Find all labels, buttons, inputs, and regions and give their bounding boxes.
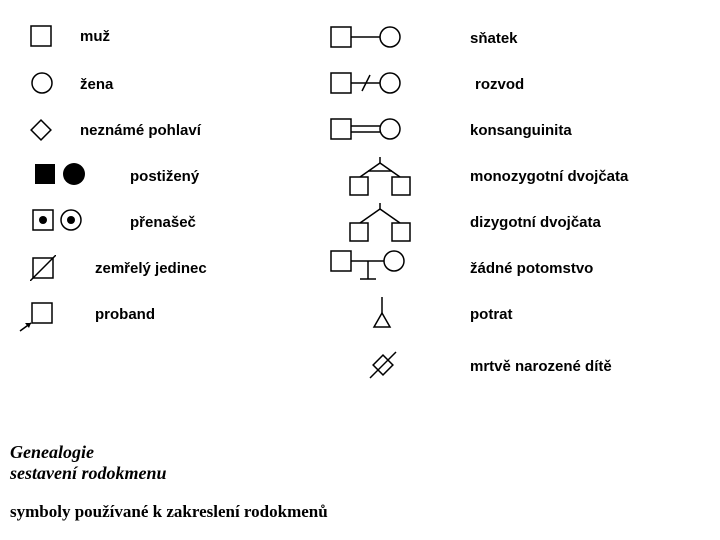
circle-dot-icon [60, 209, 82, 231]
label-unknown: neznámé pohlaví [80, 122, 201, 139]
footer-title: Genealogie sestavení rodokmenu [10, 442, 167, 485]
filled-square-icon [35, 164, 55, 184]
label-proband: proband [95, 306, 155, 323]
label-marriage: sňatek [470, 30, 518, 47]
label-monozygotic: monozygotní dvojčata [470, 168, 628, 185]
row-affected [35, 163, 85, 185]
row-female [30, 71, 54, 95]
footer-title-line2: sestavení rodokmenu [10, 463, 167, 483]
row-dizygotic [340, 201, 420, 243]
label-dizygotic: dizygotní dvojčata [470, 214, 601, 231]
divorce-icon [330, 71, 402, 95]
row-divorce [330, 71, 402, 95]
row-carrier [32, 209, 82, 231]
dizygotic-twins-icon [340, 201, 420, 243]
row-deceased [30, 255, 56, 281]
label-no-offspring: žádné potomstvo [470, 260, 593, 277]
label-male: muž [80, 28, 110, 45]
monozygotic-twins-icon [340, 155, 420, 197]
label-affected: postižený [130, 168, 199, 185]
stillborn-icon [368, 350, 398, 380]
abortion-icon [370, 297, 394, 331]
circle-icon [30, 71, 54, 95]
row-marriage [330, 25, 402, 49]
row-abortion [370, 297, 394, 331]
row-monozygotic [340, 155, 420, 197]
consanguinity-icon [330, 117, 402, 141]
label-consanguinity: konsanguinita [470, 122, 572, 139]
row-no-offspring [330, 249, 408, 289]
filled-circle-icon [63, 163, 85, 185]
label-female: žena [80, 76, 113, 93]
square-icon [30, 25, 52, 47]
row-proband [18, 301, 56, 333]
label-stillborn: mrtvě narozené dítě [470, 358, 612, 375]
row-unknown [28, 117, 54, 143]
marriage-icon [330, 25, 402, 49]
label-abortion: potrat [470, 306, 513, 323]
proband-icon [18, 301, 56, 333]
square-dot-icon [32, 209, 54, 231]
row-stillborn [368, 350, 398, 380]
label-divorce: rozvod [475, 76, 524, 93]
no-offspring-icon [330, 249, 408, 289]
footer-subtitle: symboly používané k zakreslení rodokmenů [10, 502, 328, 522]
footer-title-line1: Genealogie [10, 442, 94, 462]
row-consanguinity [330, 117, 402, 141]
square-slash-icon [30, 255, 56, 281]
diamond-icon [28, 117, 54, 143]
label-deceased: zemřelý jedinec [95, 260, 207, 277]
row-male [30, 25, 52, 47]
label-carrier: přenašeč [130, 214, 196, 231]
